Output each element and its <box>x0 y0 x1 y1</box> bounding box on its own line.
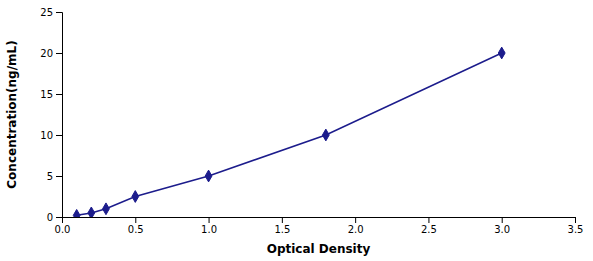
tick-label: 2.0 <box>348 224 364 235</box>
tick-label: 0.5 <box>128 224 144 235</box>
y-axis-title: Concentration(ng/mL) <box>5 40 19 188</box>
marks <box>73 47 505 217</box>
point <box>103 203 110 215</box>
tick-label: 3.0 <box>494 224 510 235</box>
tick-mark <box>56 12 62 13</box>
tick-mark <box>56 176 62 177</box>
tick-label: 2.5 <box>421 224 437 235</box>
axis-line <box>63 218 576 224</box>
point <box>205 170 212 182</box>
tick-label: 20 <box>40 48 53 59</box>
tick-label: 0.0 <box>55 224 71 235</box>
tick-mark <box>428 217 429 223</box>
tick: 0.0 <box>55 217 71 235</box>
tick-label: 15 <box>40 89 53 100</box>
axis-line <box>56 13 63 218</box>
point <box>88 207 95 217</box>
tick: 2.5 <box>421 217 437 235</box>
tick-mark <box>282 217 283 223</box>
tick: 1.5 <box>274 217 290 235</box>
tick: 5 <box>47 171 62 182</box>
tick-mark <box>575 217 576 223</box>
tick-mark <box>502 217 503 223</box>
tick-label: 25 <box>40 7 53 18</box>
tick-mark <box>135 217 136 223</box>
tick: 1.0 <box>201 217 217 235</box>
tick: 15 <box>40 89 62 100</box>
tick-mark <box>56 94 62 95</box>
point <box>322 129 329 141</box>
tick: 20 <box>40 48 62 59</box>
tick: 10 <box>40 130 62 141</box>
tick-mark <box>56 53 62 54</box>
point <box>73 209 80 217</box>
tick-label: 1.0 <box>201 224 217 235</box>
tick: 2.0 <box>348 217 364 235</box>
tick-mark <box>56 217 62 218</box>
tick: 25 <box>40 7 62 18</box>
tick-mark <box>209 217 210 223</box>
tick: 3.0 <box>494 217 510 235</box>
y-axis: 0 5 10 15 20 25 <box>40 7 62 223</box>
point <box>498 47 505 59</box>
x-axis-title: Optical Density <box>267 242 371 256</box>
plot: 0.0 0.5 1.0 1.5 2.0 2.5 3.0 3.5 0 5 10 15 20 25 <box>40 7 583 235</box>
chart: 0.0 0.5 1.0 1.5 2.0 2.5 3.0 3.5 0 5 10 15 20 25 Optica… <box>0 0 593 261</box>
tick-label: 10 <box>40 130 53 141</box>
x-axis: 0.0 0.5 1.0 1.5 2.0 2.5 3.0 3.5 <box>55 217 584 235</box>
point <box>132 191 139 203</box>
tick-label: 3.5 <box>568 224 584 235</box>
tick-label: 0 <box>47 212 53 223</box>
tick: 0 <box>47 212 62 223</box>
line <box>77 53 502 215</box>
tick: 3.5 <box>568 217 584 235</box>
tick: 0.5 <box>128 217 144 235</box>
tick-label: 1.5 <box>274 224 290 235</box>
tick-mark <box>56 135 62 136</box>
tick-label: 5 <box>47 171 53 182</box>
tick-mark <box>355 217 356 223</box>
